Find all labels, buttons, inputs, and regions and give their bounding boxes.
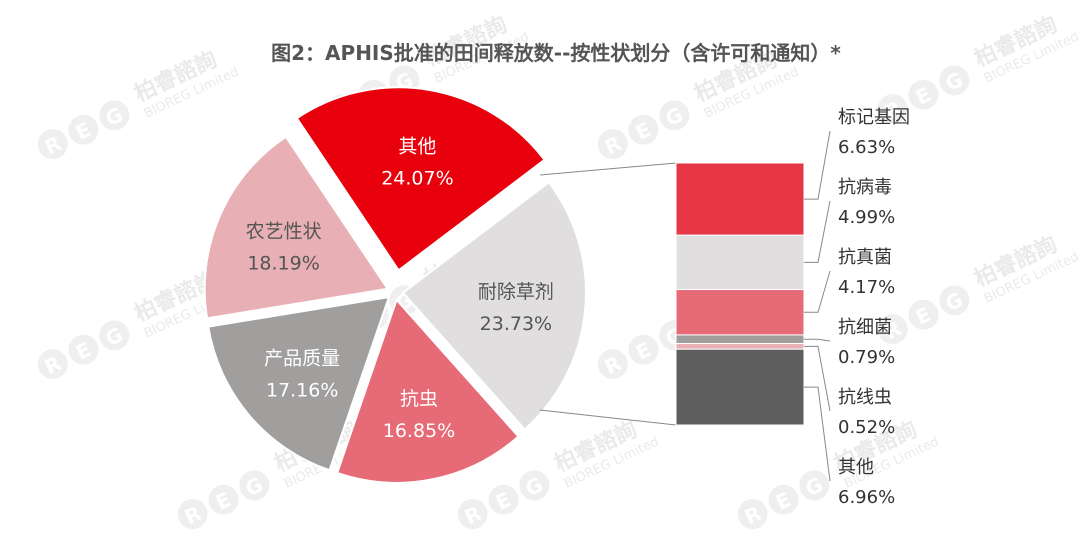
- bar-segment-value: 4.17%: [838, 277, 895, 298]
- watermark-logo-circle: [68, 334, 99, 365]
- pie-slice-label: 其他: [398, 135, 436, 157]
- bar-segment-label: 抗病毒: [838, 177, 892, 198]
- bar-segment: [675, 348, 805, 426]
- pie-slice: [207, 295, 391, 472]
- pie-slice-label: 农艺性状: [246, 221, 322, 243]
- watermark-logo-circle: [628, 334, 659, 365]
- watermark-logo-circle: [877, 314, 908, 345]
- watermark-logo-circle: [939, 285, 970, 316]
- watermark-logo-circle: [737, 499, 768, 530]
- pie-chart: 其他 24.07% 耐除草剂 23.73% 抗虫 16.85% 产品质量 17.16% 农艺性状…: [203, 86, 587, 484]
- chart-title: 图2：APHIS批准的田间释放数--按性状划分（含许可和通知）*: [271, 41, 841, 65]
- watermark-logo-circle: [519, 470, 550, 501]
- pie-slice-value: 16.85%: [383, 420, 455, 442]
- watermark-logo-circle: [488, 484, 519, 515]
- watermark-logo-circle: [99, 320, 130, 351]
- bar-segment-value: 4.99%: [838, 207, 895, 228]
- pie-slice-label: 耐除草剂: [478, 281, 554, 303]
- bar-segment-value: 6.96%: [838, 487, 895, 508]
- pie-slice-value: 23.73%: [480, 313, 552, 335]
- bar-segment-label: 抗线虫: [838, 387, 892, 408]
- watermark-logo-circle: [597, 129, 628, 160]
- leader-line: [804, 386, 831, 482]
- watermark-logo-circle: [659, 100, 690, 131]
- pie-slice-value: 17.16%: [266, 379, 338, 401]
- watermark-logo-circle: [239, 470, 270, 501]
- stacked-bar-chart: 标记基因 6.63% 抗病毒 4.99% 抗真菌 4.17% 抗细菌 0.79% 抗线虫 0.52…: [539, 107, 910, 508]
- watermark-logo-circle: [208, 484, 239, 515]
- pie-slice-label: 产品质量: [264, 347, 340, 369]
- watermark-logo-circle: [597, 349, 628, 380]
- leader-line: [804, 200, 831, 263]
- leader-line: [804, 130, 831, 200]
- watermark-logo: REG: [181, 464, 284, 529]
- bar-segment: [675, 289, 805, 336]
- bar-segment: [675, 234, 805, 291]
- watermark-logo-circle: [768, 484, 799, 515]
- connector-line: [539, 409, 677, 426]
- watermark-logo-circle: [628, 114, 659, 145]
- watermark-logo-circle: [457, 499, 488, 530]
- leader-line: [804, 338, 831, 342]
- pie-slice-value: 18.19%: [247, 253, 319, 275]
- watermark-logo-circle: [877, 94, 908, 125]
- watermark-logo-circle: [908, 299, 939, 330]
- watermark-logo-circle: [908, 79, 939, 110]
- bar-segment-label: 抗真菌: [838, 247, 892, 268]
- watermark-logo-circle: [799, 470, 830, 501]
- bar-segment-value: 6.63%: [838, 137, 895, 158]
- bar-segment: [675, 162, 805, 236]
- watermark-logo-circle: [37, 129, 68, 160]
- bar-segment-label: 标记基因: [838, 107, 910, 128]
- pie-slice: [401, 180, 587, 431]
- connector-line: [539, 162, 677, 176]
- watermark-logo: REG: [601, 94, 704, 159]
- pie-slice-label: 抗虫: [400, 388, 438, 410]
- watermark-logo-circle: [99, 100, 130, 131]
- pie-slice: [203, 135, 390, 320]
- watermark-logo: REG: [41, 94, 144, 159]
- watermark-logo-circle: [68, 114, 99, 145]
- watermark-logo: REG: [41, 314, 144, 379]
- watermark-logo-circle: [37, 349, 68, 380]
- bar-segment: [675, 343, 805, 350]
- bar-segment-label: 抗细菌: [838, 317, 892, 338]
- pie-slice: [335, 297, 520, 484]
- leader-line: [804, 270, 831, 313]
- watermark-logo: REG: [741, 464, 844, 529]
- pie-slice-value: 24.07%: [381, 167, 453, 189]
- bar-segment-value: 0.52%: [838, 417, 895, 438]
- leader-line: [804, 345, 831, 412]
- pie-slice: [295, 86, 546, 272]
- bar-segment-label: 其他: [838, 457, 874, 478]
- bar-segment-value: 0.79%: [838, 347, 895, 368]
- bar-segment: [675, 334, 805, 345]
- watermark-logo: REG: [881, 279, 984, 344]
- watermark-logo-circle: [177, 499, 208, 530]
- watermark-logo-circle: [939, 65, 970, 96]
- watermark-logo: REG: [461, 464, 564, 529]
